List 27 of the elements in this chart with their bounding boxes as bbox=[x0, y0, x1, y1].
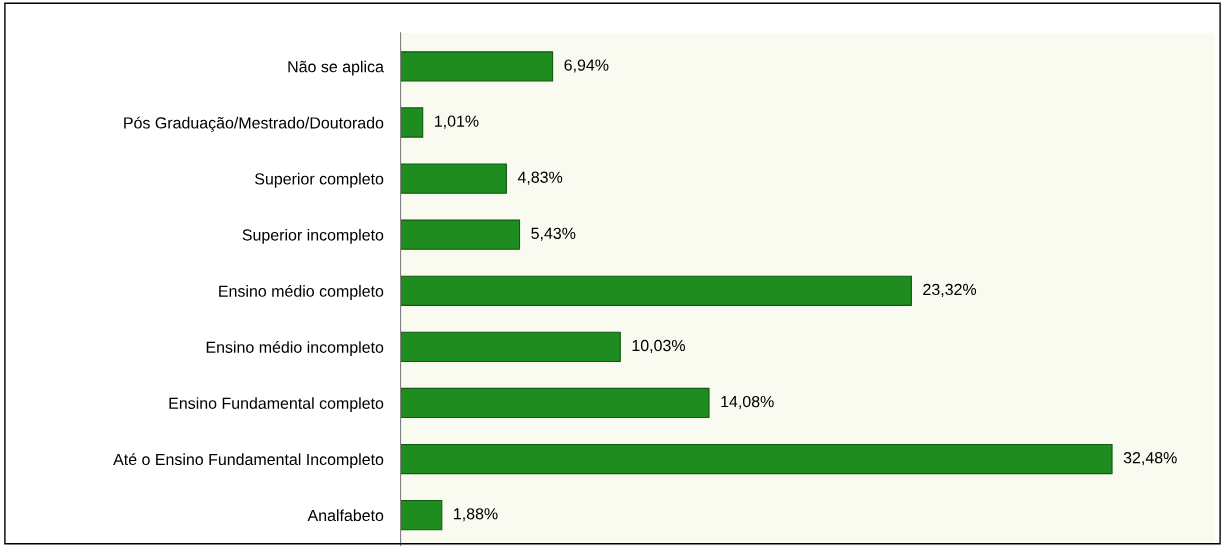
bar bbox=[400, 331, 621, 363]
y-tick-label: Analfabeto bbox=[307, 509, 384, 522]
data-label: 14,08% bbox=[721, 395, 774, 410]
bar bbox=[400, 219, 521, 250]
data-label: 4,83% bbox=[517, 171, 563, 185]
bar bbox=[400, 387, 710, 419]
bar bbox=[400, 500, 443, 531]
bar bbox=[400, 275, 912, 306]
bar bbox=[400, 443, 1113, 475]
y-tick-label: Ensino médio completo bbox=[219, 284, 384, 300]
y-tick-label: Pós Graduação/Mestrado/Doutorado bbox=[124, 116, 384, 132]
data-label: 32,48% bbox=[1123, 452, 1177, 466]
y-tick-label: Ensino Fundamental completo bbox=[169, 397, 384, 413]
bar bbox=[400, 163, 507, 194]
y-tick-label: Superior incompleto bbox=[242, 228, 384, 244]
y-tick-label: Superior completo bbox=[255, 172, 384, 188]
data-label: 23,32% bbox=[923, 283, 977, 297]
bar bbox=[400, 107, 424, 138]
data-label: 5,43% bbox=[531, 227, 576, 241]
y-tick-label: Ensino médio incompleto bbox=[206, 340, 384, 357]
data-label: 6,94% bbox=[564, 59, 609, 73]
bar bbox=[400, 51, 554, 82]
y-tick-label: Não se aplica bbox=[288, 60, 384, 76]
y-tick-label: Até o Ensino Fundamental Incompleto bbox=[113, 453, 384, 469]
data-label: 10,03% bbox=[632, 339, 685, 354]
data-label: 1,01% bbox=[435, 115, 479, 129]
data-label: 1,88% bbox=[454, 508, 498, 522]
